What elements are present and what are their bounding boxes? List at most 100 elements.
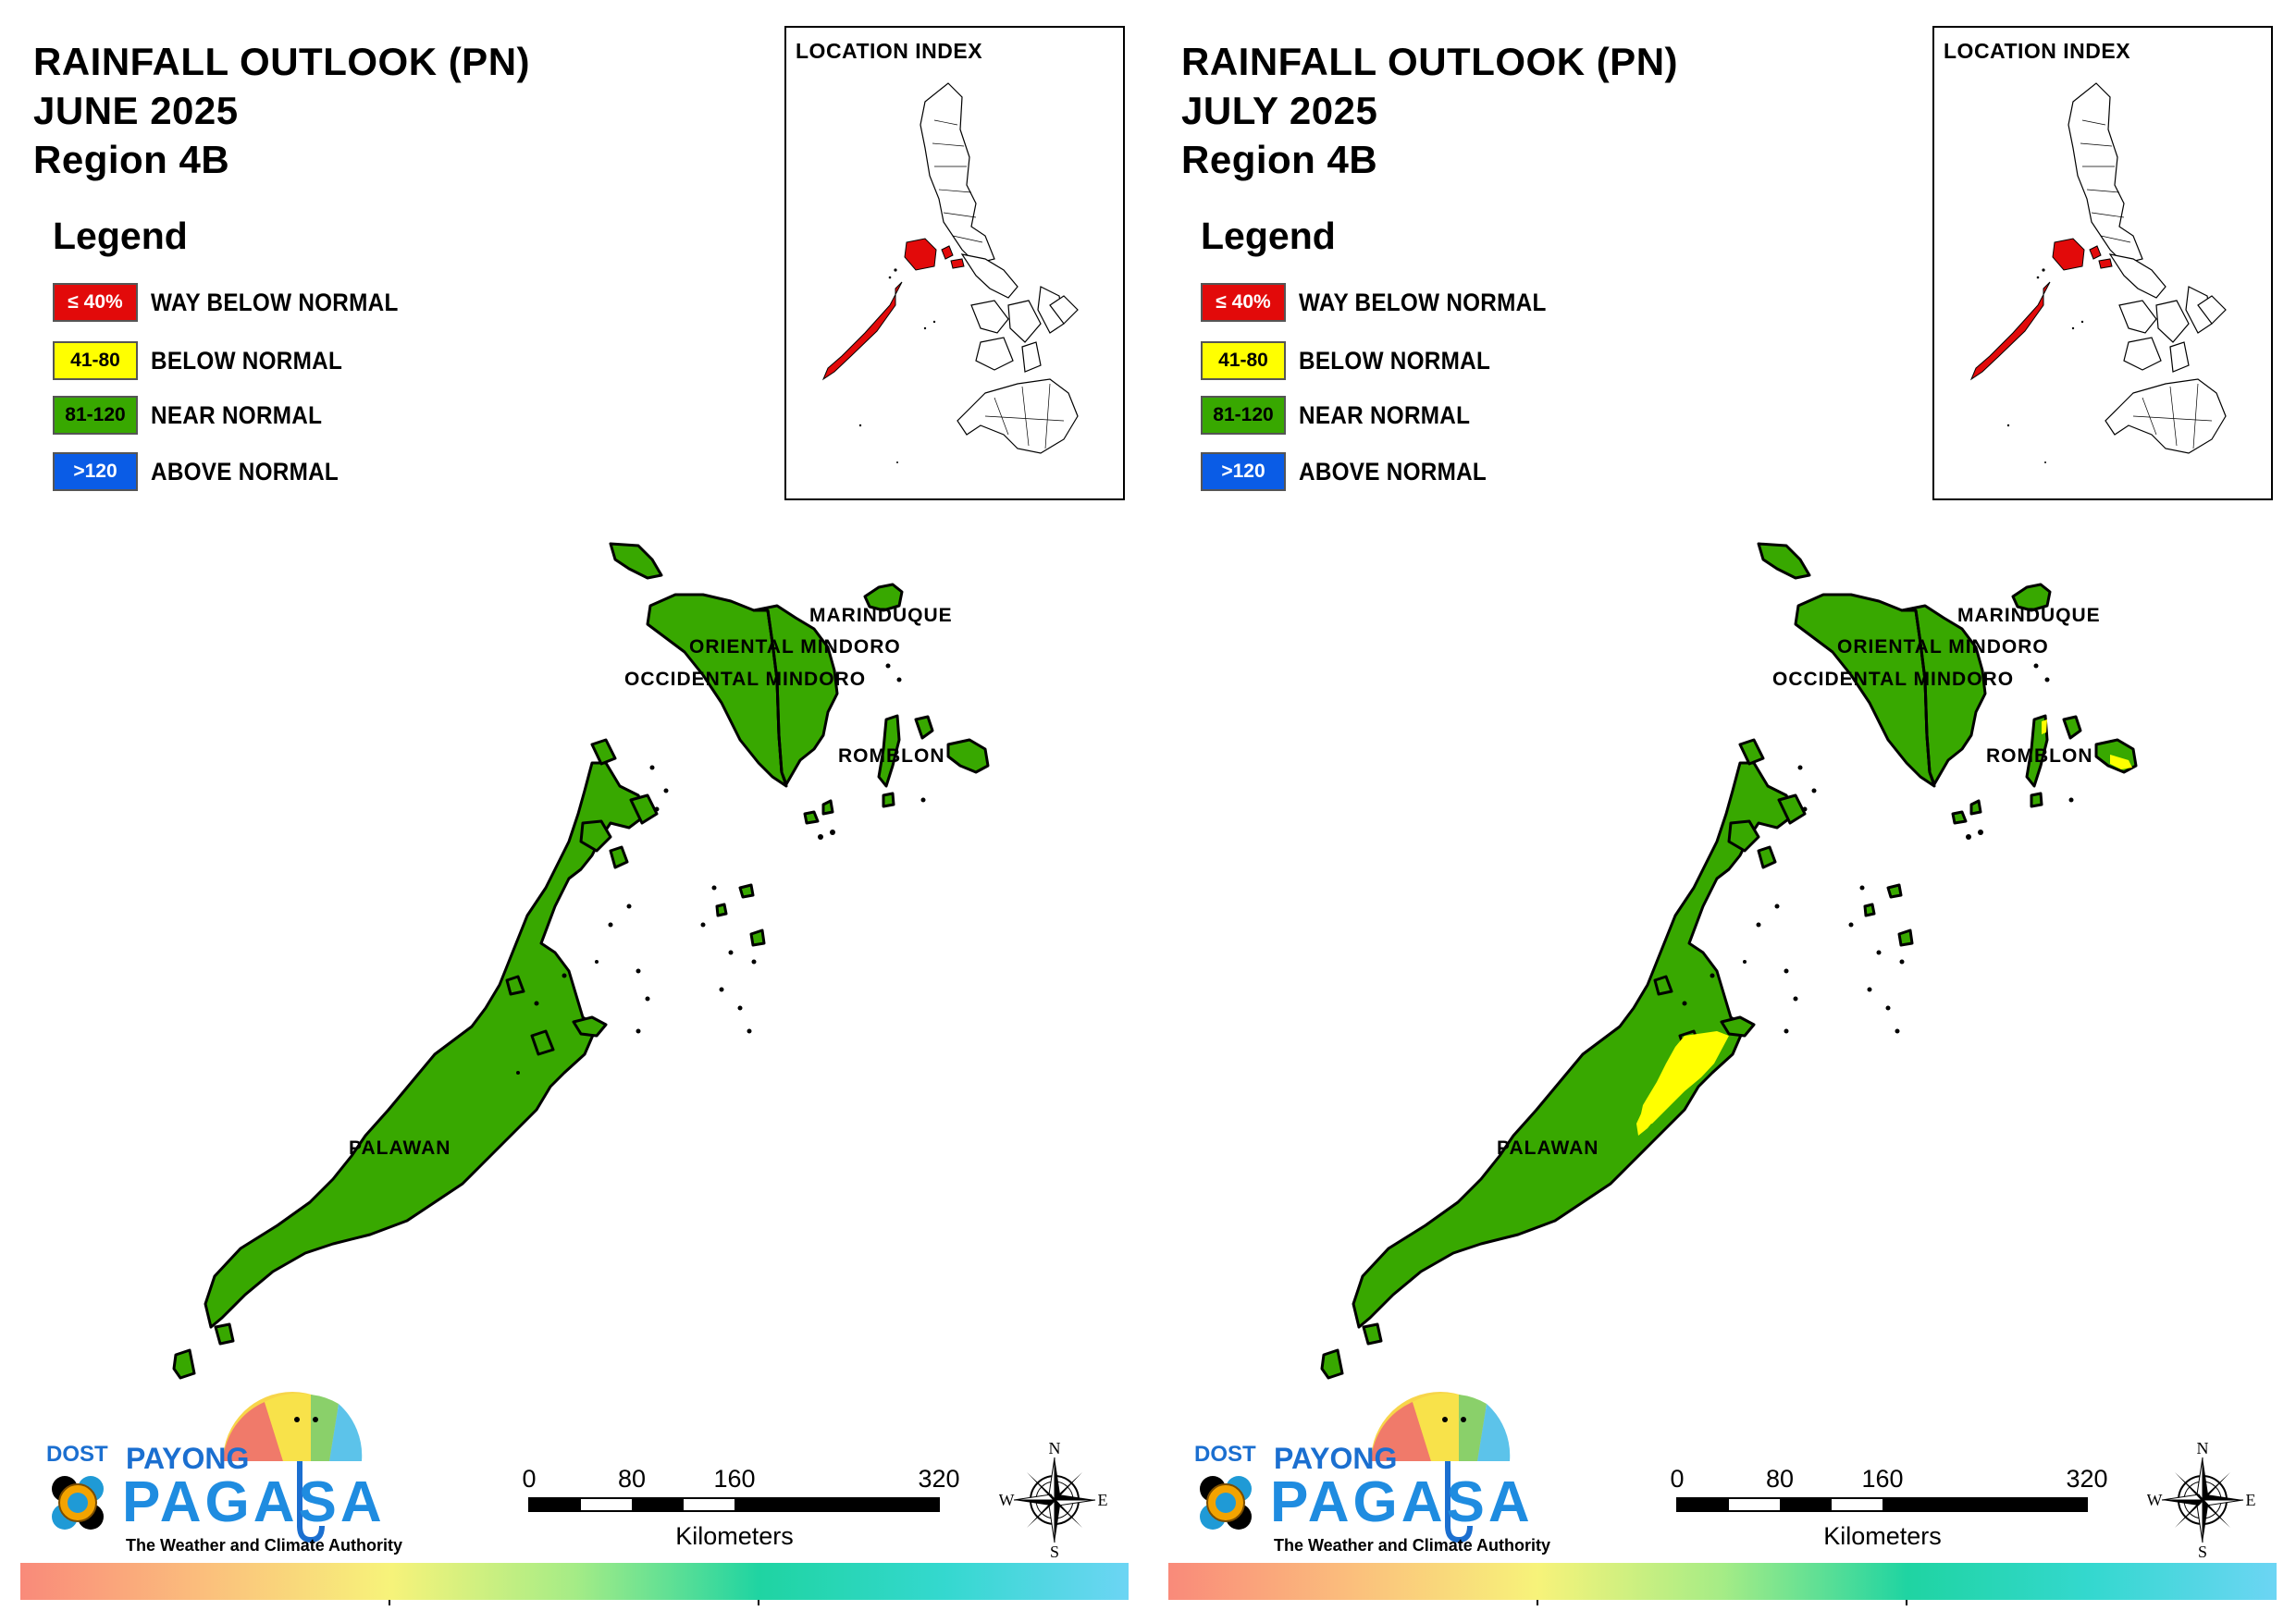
compass-east: E	[1098, 1491, 1108, 1509]
palawan-below-normal-area-2	[1636, 1100, 1657, 1136]
legend-swatch: >120	[1201, 452, 1286, 491]
scale-bar-graphic: 0 80 160 320 Kilometers	[1670, 1465, 2107, 1550]
label-palawan: PALAWAN	[1497, 1137, 1599, 1159]
legend-code: 81-120	[1213, 404, 1274, 425]
romblon-sibuyan	[946, 738, 990, 774]
scale-tick-320: 320	[2066, 1465, 2107, 1493]
label-marinduque: MARINDUQUE	[1957, 605, 2101, 626]
romblon-below-normal-area	[2110, 755, 2132, 769]
legend-item-below-normal: 41-80 BELOW NORMAL	[1201, 340, 1512, 381]
pagasa-logo: DOST PAYONG PAGASA The Weather and Clima…	[33, 1387, 403, 1568]
location-index-title: LOCATION INDEX	[1944, 39, 2131, 63]
legend-item-way-below-normal: ≤ 40% WAY BELOW NORMAL	[53, 282, 426, 323]
pagasa-logo: DOST PAYONG PAGASA The Weather and Clima…	[1181, 1387, 1551, 1568]
legend-item-above-normal: >120 ABOVE NORMAL	[1201, 451, 1508, 492]
philippines-locator-map	[1969, 82, 2227, 463]
legend-swatch: >120	[53, 452, 138, 491]
legend-code: 41-80	[70, 350, 120, 371]
title-line-month: JULY 2025	[1181, 89, 1378, 132]
map-title: RAINFALL OUTLOOK (PN) JUNE 2025 Region 4…	[33, 37, 530, 184]
location-index-inset: LOCATION INDEX	[1932, 26, 2273, 500]
legend-label: NEAR NORMAL	[151, 400, 323, 429]
legend-title: Legend	[53, 215, 188, 257]
location-index-title: LOCATION INDEX	[796, 39, 983, 63]
logo-payong-text: PAYONG	[1274, 1442, 1397, 1475]
compass-east: E	[2246, 1491, 2256, 1509]
label-oriental-mindoro: ORIENTAL MINDORO	[689, 636, 901, 658]
legend-label: NEAR NORMAL	[1299, 400, 1471, 429]
logo-dost-text: DOST	[1194, 1442, 1256, 1467]
legend-code: ≤ 40%	[68, 291, 123, 313]
outlook-panel-june: RAINFALL OUTLOOK (PN) JUNE 2025 Region 4…	[20, 26, 1129, 1605]
scale-unit: Kilometers	[1823, 1522, 1942, 1550]
romblon-romblon-island	[914, 715, 934, 740]
legend-label: ABOVE NORMAL	[1299, 457, 1487, 486]
logo-tagline: The Weather and Climate Authority	[126, 1536, 402, 1555]
legend-item-below-normal: 41-80 BELOW NORMAL	[53, 340, 364, 381]
logo-payong-text: PAYONG	[126, 1442, 249, 1475]
legend-label: BELOW NORMAL	[1299, 346, 1491, 375]
compass-rose-icon: N S E W	[999, 1439, 1108, 1561]
romblon-carabao	[882, 792, 895, 808]
legend-swatch: 41-80	[1201, 341, 1286, 380]
romblon-romblon-island	[2062, 715, 2082, 740]
legend-item-above-normal: >120 ABOVE NORMAL	[53, 451, 360, 492]
romblon-carabao	[2030, 792, 2043, 808]
legend-swatch: ≤ 40%	[53, 283, 138, 322]
legend-code: ≤ 40%	[1216, 291, 1271, 313]
north-arrow-compass: N S E W	[999, 1439, 1110, 1561]
legend-code: 81-120	[65, 404, 126, 425]
outlook-panel-july: RAINFALL OUTLOOK (PN) JULY 2025 Region 4…	[1148, 0, 2296, 1623]
footer-gradient-ticks	[389, 1600, 759, 1605]
logo-pagasa-text: PAGASA	[122, 1470, 386, 1534]
title-line-product: RAINFALL OUTLOOK (PN)	[33, 40, 531, 83]
label-occidental-mindoro: OCCIDENTAL MINDORO	[1772, 669, 2015, 690]
legend-swatch: ≤ 40%	[1201, 283, 1286, 322]
region-4b-map	[172, 542, 990, 1380]
logo-tagline: The Weather and Climate Authority	[1274, 1536, 1550, 1555]
scale-tick-320: 320	[918, 1465, 959, 1493]
compass-south: S	[2198, 1543, 2207, 1559]
philippines-locator-map	[821, 82, 1079, 463]
legend-title: Legend	[1201, 215, 1336, 257]
footer-gradient-bar	[20, 1563, 1129, 1600]
legend-item-near-normal: 81-120 NEAR NORMAL	[1201, 395, 1489, 436]
lubang-island	[609, 542, 663, 580]
label-oriental-mindoro: ORIENTAL MINDORO	[1837, 636, 2049, 658]
scale-tick-0: 0	[1670, 1465, 1684, 1493]
label-palawan: PALAWAN	[349, 1137, 451, 1159]
scale-tick-160: 160	[713, 1465, 755, 1493]
palawan-shape	[1352, 761, 1797, 1329]
legend-label: WAY BELOW NORMAL	[151, 288, 399, 316]
small-islets	[516, 663, 926, 1075]
footer-gradient-bar	[1168, 1563, 2277, 1600]
logo-pagasa-text: PAGASA	[1270, 1470, 1534, 1534]
legend-item-way-below-normal: ≤ 40% WAY BELOW NORMAL	[1201, 282, 1574, 323]
lubang-island	[1757, 542, 1811, 580]
title-line-region: Region 4B	[1181, 138, 1378, 181]
scale-tick-160: 160	[1861, 1465, 1903, 1493]
compass-north: N	[1049, 1439, 1061, 1457]
romblon-below-normal-area-2	[2042, 719, 2047, 734]
legend-label: WAY BELOW NORMAL	[1299, 288, 1547, 316]
legend-code: >120	[1221, 461, 1265, 482]
palawan-shape	[204, 761, 649, 1329]
map-title: RAINFALL OUTLOOK (PN) JULY 2025 Region 4…	[1181, 37, 1678, 184]
scale-tick-0: 0	[522, 1465, 536, 1493]
province-shapes	[172, 542, 990, 1380]
title-line-product: RAINFALL OUTLOOK (PN)	[1181, 40, 1679, 83]
palawan-below-normal-area	[1638, 1031, 1729, 1126]
marinduque-shape	[863, 583, 904, 612]
compass-west: W	[2147, 1491, 2163, 1509]
location-index-inset: LOCATION INDEX	[784, 26, 1125, 500]
legend-swatch: 81-120	[1201, 396, 1286, 435]
legend-label: BELOW NORMAL	[151, 346, 343, 375]
label-marinduque: MARINDUQUE	[809, 605, 953, 626]
compass-rose-icon: N S E W	[2147, 1439, 2256, 1561]
label-romblon: ROMBLON	[838, 745, 945, 767]
north-arrow-compass: N S E W	[2147, 1439, 2258, 1561]
scale-bar: 0 80 160 320 Kilometers	[1666, 1457, 2110, 1568]
legend-item-near-normal: 81-120 NEAR NORMAL	[53, 395, 341, 436]
scale-bar-graphic: 0 80 160 320 Kilometers	[522, 1465, 959, 1550]
scale-tick-80: 80	[618, 1465, 646, 1493]
